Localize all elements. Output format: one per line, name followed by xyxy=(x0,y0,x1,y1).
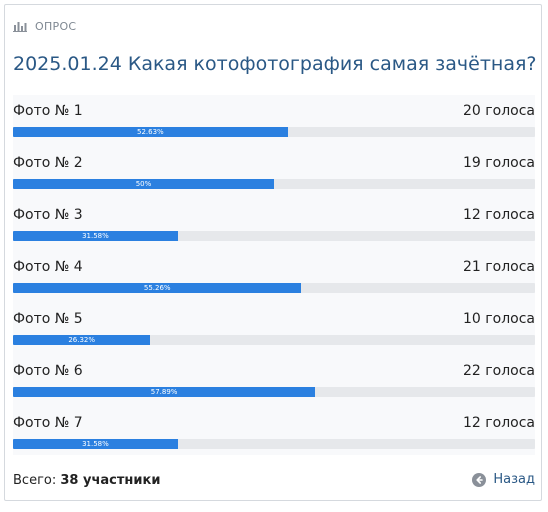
poll-question: 2025.01.24 Какая котофотография самая за… xyxy=(13,53,537,75)
poll-options: Фото № 1 20 голоса 52.63% Фото № 2 19 го… xyxy=(13,95,535,455)
poll-header-label: ОПРОС xyxy=(35,19,77,33)
result-bar-fill: 55.26% xyxy=(13,283,302,293)
result-bar-track: 31.58% xyxy=(13,231,535,241)
result-percent: 31.58% xyxy=(82,440,109,448)
option-label: Фото № 7 xyxy=(13,415,83,431)
poll-option-4[interactable]: Фото № 4 21 голоса 55.26% xyxy=(13,251,535,303)
result-bar-track: 55.26% xyxy=(13,283,535,293)
poll-card: ОПРОС 2025.01.24 Какая котофотография са… xyxy=(4,4,542,501)
option-votes: 20 голоса xyxy=(463,103,535,119)
poll-option-2[interactable]: Фото № 2 19 голоса 50% xyxy=(13,147,535,199)
total-participants: Всего: 38 участники xyxy=(13,473,160,488)
total-count: 38 участники xyxy=(60,473,161,488)
result-bar-fill: 57.89% xyxy=(13,387,316,397)
result-percent: 55.26% xyxy=(143,284,171,292)
option-votes: 22 голоса xyxy=(463,363,535,379)
result-bar-track: 50% xyxy=(13,179,535,189)
poll-header: ОПРОС xyxy=(13,17,76,35)
option-label: Фото № 1 xyxy=(13,103,83,119)
total-prefix: Всего: xyxy=(13,473,61,488)
bar-chart-icon xyxy=(13,22,27,32)
option-votes: 12 голоса xyxy=(463,415,535,431)
result-bar-track: 52.63% xyxy=(13,127,535,137)
option-label: Фото № 6 xyxy=(13,363,83,379)
option-label: Фото № 2 xyxy=(13,155,83,171)
result-bar-fill: 31.58% xyxy=(13,231,178,241)
result-percent: 26.32% xyxy=(68,336,96,344)
result-bar-fill: 50% xyxy=(13,179,274,189)
option-label: Фото № 5 xyxy=(13,311,83,327)
poll-option-6[interactable]: Фото № 6 22 голоса 57.89% xyxy=(13,355,535,407)
result-bar-track: 57.89% xyxy=(13,387,535,397)
back-link[interactable]: Назад xyxy=(472,472,535,487)
result-bar-track: 31.58% xyxy=(13,439,535,449)
option-label: Фото № 4 xyxy=(13,259,83,275)
result-percent: 57.89% xyxy=(150,388,178,396)
option-votes: 19 голоса xyxy=(463,155,535,171)
poll-option-3[interactable]: Фото № 3 12 голоса 31.58% xyxy=(13,199,535,251)
result-percent: 52.63% xyxy=(137,128,164,136)
poll-footer: Всего: 38 участники Назад xyxy=(13,471,535,491)
option-label: Фото № 3 xyxy=(13,207,83,223)
back-label: Назад xyxy=(493,472,535,487)
poll-option-7[interactable]: Фото № 7 12 голоса 31.58% xyxy=(13,407,535,459)
result-bar-track: 26.32% xyxy=(13,335,535,345)
result-bar-fill: 31.58% xyxy=(13,439,178,449)
option-votes: 12 голоса xyxy=(463,207,535,223)
option-votes: 10 голоса xyxy=(463,311,535,327)
arrow-left-circle-icon xyxy=(472,472,487,487)
result-percent: 50% xyxy=(135,180,152,188)
result-bar-fill: 52.63% xyxy=(13,127,288,137)
option-votes: 21 голоса xyxy=(463,259,535,275)
poll-option-1[interactable]: Фото № 1 20 голоса 52.63% xyxy=(13,95,535,147)
result-percent: 31.58% xyxy=(82,232,109,240)
result-bar-fill: 26.32% xyxy=(13,335,151,345)
poll-option-5[interactable]: Фото № 5 10 голоса 26.32% xyxy=(13,303,535,355)
